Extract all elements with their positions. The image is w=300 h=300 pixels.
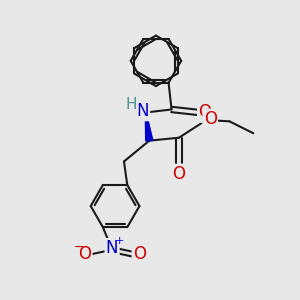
Text: O: O — [78, 245, 91, 263]
Text: O: O — [133, 245, 146, 263]
Text: N: N — [136, 102, 149, 120]
Text: H: H — [126, 97, 137, 112]
Text: +: + — [115, 236, 124, 246]
Text: O: O — [204, 110, 217, 128]
Text: O: O — [172, 165, 185, 183]
Text: N: N — [106, 239, 118, 257]
Text: −: − — [74, 241, 85, 254]
Polygon shape — [146, 117, 153, 141]
Text: O: O — [198, 103, 211, 122]
